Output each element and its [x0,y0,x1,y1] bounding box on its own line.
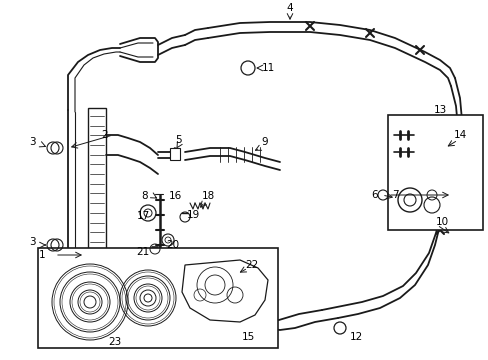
Bar [387,115,482,230]
Text: 16: 16 [168,191,181,201]
Text: 18: 18 [201,191,214,201]
Bar [170,148,180,160]
Text: 5: 5 [174,135,181,145]
Text: 11: 11 [261,63,274,73]
Text: 13: 13 [432,105,446,115]
Text: 22: 22 [245,260,258,270]
Text: 3: 3 [29,137,35,147]
Text: 2: 2 [102,130,108,140]
Text: 6: 6 [371,190,378,200]
Text: 9: 9 [261,137,268,147]
Text: 21: 21 [136,247,149,257]
Text: 15: 15 [241,332,254,342]
Text: 8: 8 [142,191,148,201]
Text: 12: 12 [348,332,362,342]
Bar [88,108,106,308]
Text: 23: 23 [108,337,122,347]
Text: 4: 4 [286,3,293,13]
Text: 14: 14 [452,130,466,140]
Text: 1: 1 [39,250,45,260]
Text: 7: 7 [391,190,398,200]
Text: 20: 20 [166,240,179,250]
Bar [38,248,278,348]
Text: 19: 19 [186,210,199,220]
Text: 3: 3 [29,237,35,247]
Text: 17: 17 [136,211,149,221]
Text: 10: 10 [434,217,447,227]
